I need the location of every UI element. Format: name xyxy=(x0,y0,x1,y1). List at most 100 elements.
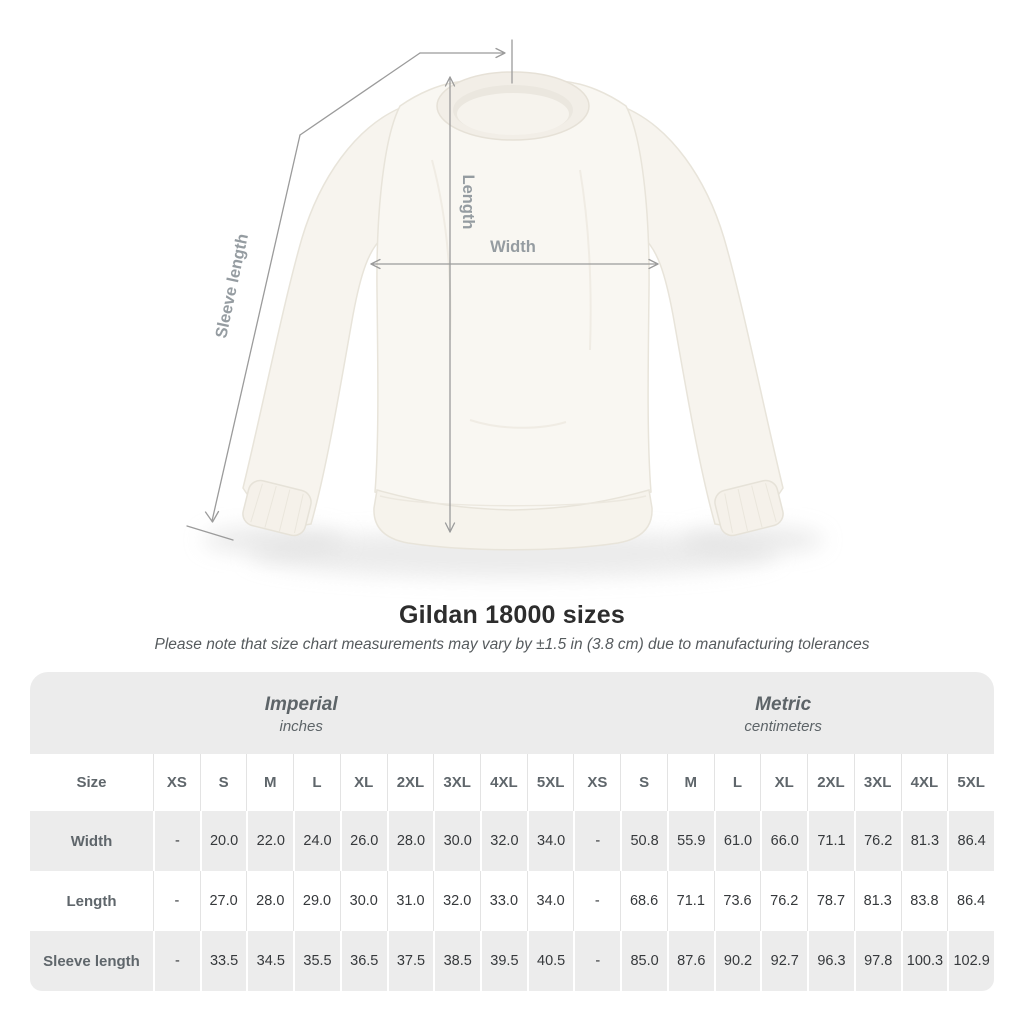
cell: 86.4 xyxy=(947,811,994,871)
cell: 96.3 xyxy=(807,931,854,991)
cell: 102.9 xyxy=(947,931,994,991)
row-label: Width xyxy=(30,811,153,871)
width-arrow xyxy=(370,258,659,270)
cell: 36.5 xyxy=(339,931,387,991)
cell: 33.5 xyxy=(199,931,247,991)
column-header: XS xyxy=(573,754,621,811)
unit-group-imperial: Imperial inches xyxy=(30,672,572,754)
cell: 87.6 xyxy=(666,931,714,991)
cell: 55.9 xyxy=(666,811,714,871)
sweatshirt-diagram: Sleeve length Length Width xyxy=(186,39,824,578)
cell: 26.0 xyxy=(339,811,387,871)
cell: - xyxy=(153,931,200,991)
cell: 68.6 xyxy=(620,871,667,931)
cell: 34.0 xyxy=(526,811,574,871)
column-header: S xyxy=(620,754,667,811)
cell: - xyxy=(573,811,621,871)
cell: 30.0 xyxy=(433,811,481,871)
sleeve-length-label: Sleeve length xyxy=(212,232,252,340)
page-title: Gildan 18000 sizes xyxy=(399,601,625,629)
cell: 76.2 xyxy=(853,811,901,871)
cell: 97.8 xyxy=(853,931,901,991)
column-header: 2XL xyxy=(807,754,854,811)
cell: 20.0 xyxy=(199,811,247,871)
column-header: 4XL xyxy=(900,754,948,811)
cell: 29.0 xyxy=(293,871,340,931)
column-header: XL xyxy=(760,754,808,811)
cell: 100.3 xyxy=(900,931,948,991)
garment-shadow xyxy=(202,525,824,578)
cell: 31.0 xyxy=(386,871,434,931)
column-header: M xyxy=(246,754,294,811)
tolerance-note: Please note that size chart measurements… xyxy=(154,636,870,653)
cell: 78.7 xyxy=(807,871,854,931)
length-arrow xyxy=(444,76,456,533)
cell: 35.5 xyxy=(293,931,340,991)
unit-sublabel: inches xyxy=(279,718,323,735)
column-header: 3XL xyxy=(853,754,901,811)
cell: 33.0 xyxy=(480,871,527,931)
cell: 22.0 xyxy=(246,811,294,871)
cell: 34.0 xyxy=(526,871,574,931)
cell: 90.2 xyxy=(713,931,761,991)
cell: 32.0 xyxy=(433,871,481,931)
right-cuff xyxy=(714,479,784,537)
corner-header: Size xyxy=(30,754,153,811)
cell: 38.5 xyxy=(433,931,481,991)
row-label: Sleeve length xyxy=(30,931,153,991)
cell: 71.1 xyxy=(666,871,714,931)
left-cuff xyxy=(242,479,312,537)
cell: 83.8 xyxy=(900,871,948,931)
unit-group-metric: Metric centimeters xyxy=(572,672,994,754)
size-table: Imperial inches Metric centimeters Size … xyxy=(30,672,994,991)
cell: 24.0 xyxy=(293,811,340,871)
unit-header-band: Imperial inches Metric centimeters xyxy=(30,672,994,754)
collar-inner-back xyxy=(457,93,569,135)
column-header: L xyxy=(713,754,761,811)
cell: 92.7 xyxy=(760,931,808,991)
cell: 50.8 xyxy=(620,811,667,871)
cell: 28.0 xyxy=(386,811,434,871)
hem-band xyxy=(373,489,653,551)
column-header: XL xyxy=(339,754,387,811)
cell: 86.4 xyxy=(947,871,994,931)
cell: 40.5 xyxy=(526,931,574,991)
row-label: Length xyxy=(30,871,153,931)
cell: - xyxy=(153,871,200,931)
cell: 81.3 xyxy=(900,811,948,871)
cell: 66.0 xyxy=(760,811,808,871)
measurement-annotations xyxy=(186,39,659,541)
cell: 73.6 xyxy=(713,871,761,931)
length-label: Length xyxy=(459,175,477,230)
column-header: 5XL xyxy=(526,754,574,811)
cell: 37.5 xyxy=(386,931,434,991)
cell: - xyxy=(573,871,621,931)
cell: 34.5 xyxy=(246,931,294,991)
column-header: S xyxy=(199,754,247,811)
sweatshirt-illustration xyxy=(242,71,784,551)
sleeve-length-arrow xyxy=(186,39,513,541)
cell: 27.0 xyxy=(199,871,247,931)
unit-label: Imperial xyxy=(264,694,338,715)
cell: 39.5 xyxy=(480,931,527,991)
unit-sublabel: centimeters xyxy=(744,718,822,735)
cell: 76.2 xyxy=(760,871,808,931)
cell: 71.1 xyxy=(807,811,854,871)
cell: 85.0 xyxy=(620,931,667,991)
column-header: M xyxy=(666,754,714,811)
column-header: 3XL xyxy=(433,754,481,811)
column-header: L xyxy=(293,754,340,811)
cell: 81.3 xyxy=(853,871,901,931)
cell: 32.0 xyxy=(480,811,527,871)
cell: 28.0 xyxy=(246,871,294,931)
cell: 61.0 xyxy=(713,811,761,871)
column-header: 4XL xyxy=(480,754,527,811)
unit-label: Metric xyxy=(755,694,812,715)
size-grid: Size XS S M L XL 2XL 3XL 4XL 5XL XS S M … xyxy=(30,754,994,991)
column-header: 2XL xyxy=(386,754,434,811)
body-panel xyxy=(374,78,652,513)
column-header: 5XL xyxy=(947,754,994,811)
cell: 30.0 xyxy=(339,871,387,931)
cell: - xyxy=(573,931,621,991)
